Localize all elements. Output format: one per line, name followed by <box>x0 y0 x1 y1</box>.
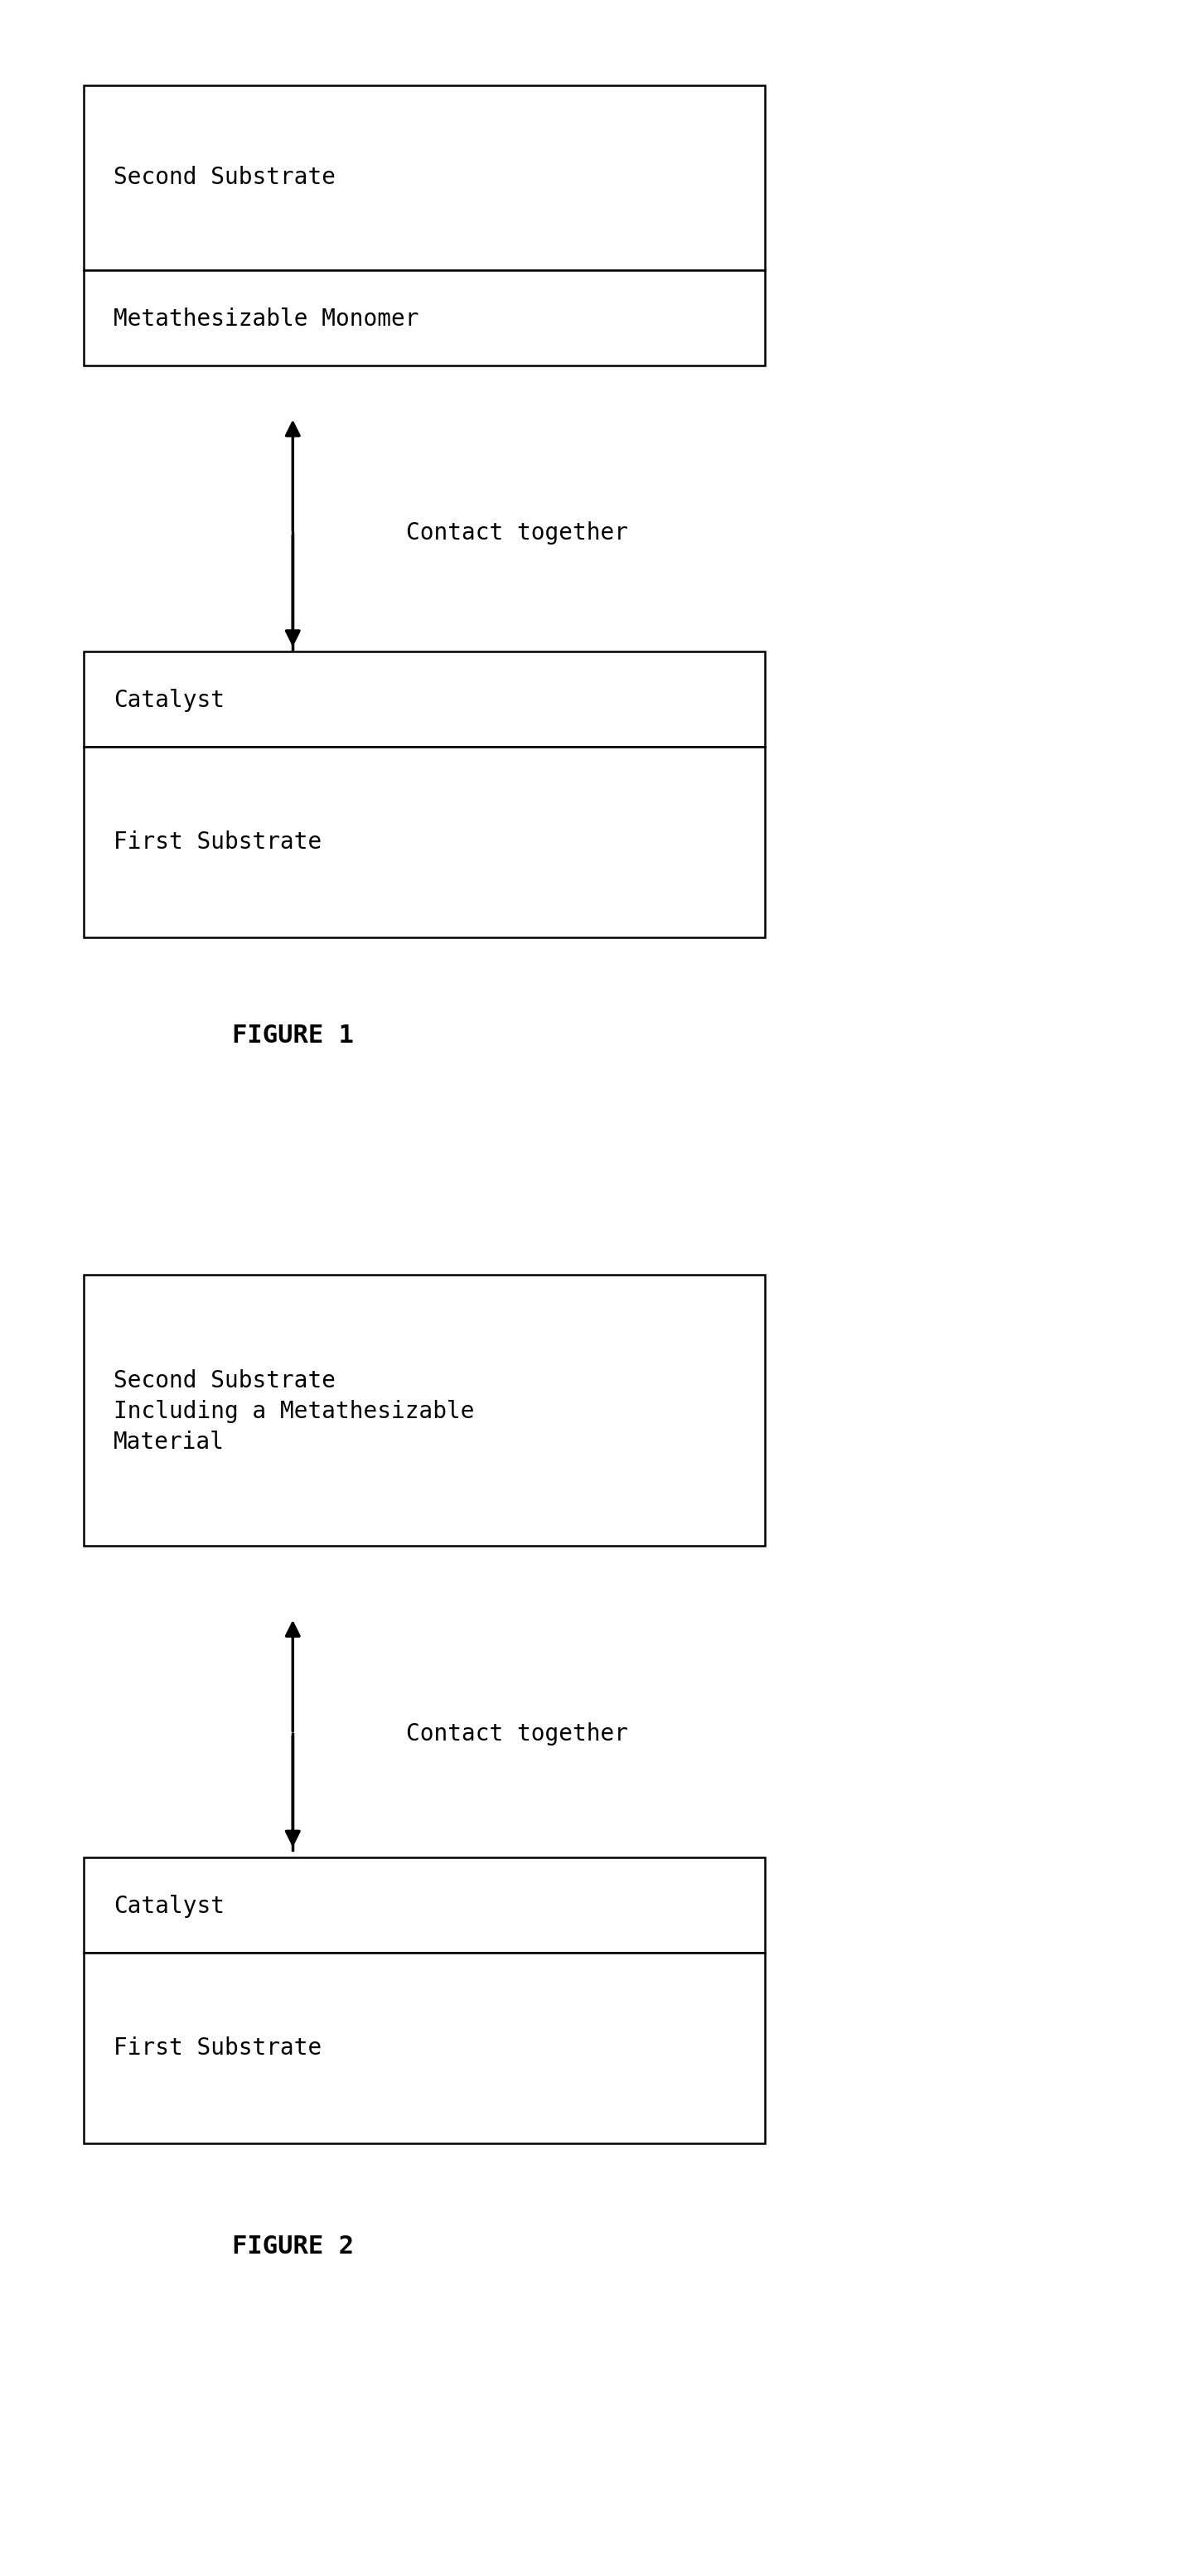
Text: Catalyst: Catalyst <box>114 688 225 714</box>
Text: First Substrate: First Substrate <box>114 829 321 855</box>
Text: FIGURE 2: FIGURE 2 <box>232 2233 354 2259</box>
Text: Second Substrate: Second Substrate <box>114 165 336 191</box>
Bar <box>84 270 765 366</box>
Bar <box>84 1953 765 2143</box>
Bar <box>84 1857 765 1953</box>
Text: Metathesizable Monomer: Metathesizable Monomer <box>114 307 419 332</box>
Text: Contact together: Contact together <box>406 520 629 546</box>
Text: Second Substrate
Including a Metathesizable
Material: Second Substrate Including a Metathesiza… <box>114 1370 474 1453</box>
Bar <box>84 747 765 938</box>
Text: Catalyst: Catalyst <box>114 1893 225 1919</box>
Text: FIGURE 1: FIGURE 1 <box>232 1023 354 1048</box>
Bar <box>84 85 765 270</box>
Text: Contact together: Contact together <box>406 1721 629 1747</box>
Bar <box>84 1275 765 1546</box>
Text: First Substrate: First Substrate <box>114 2035 321 2061</box>
Bar <box>84 652 765 747</box>
